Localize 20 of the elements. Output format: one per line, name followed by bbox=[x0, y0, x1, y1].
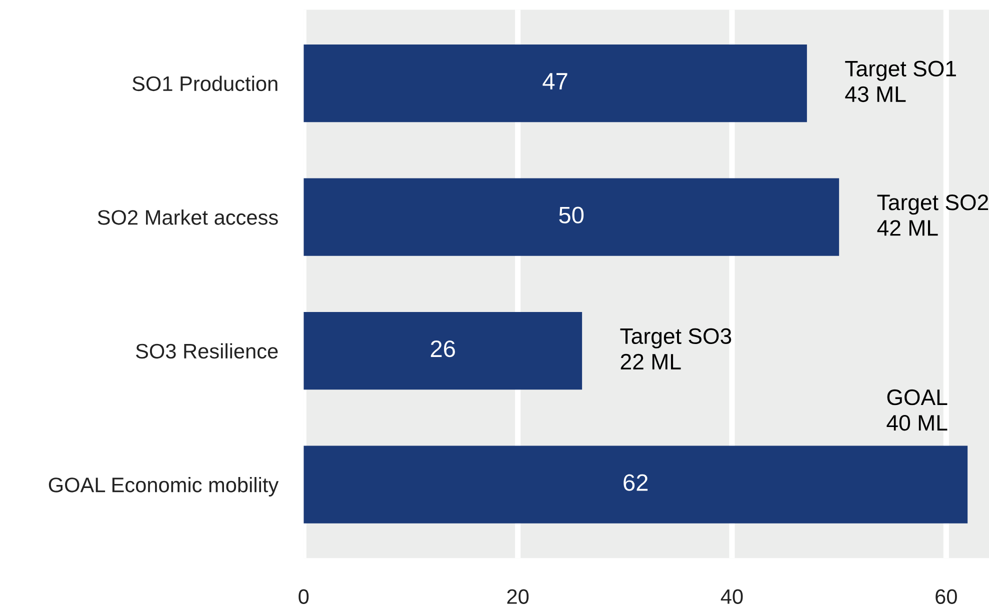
annotation: GOAL 40 ML bbox=[886, 389, 948, 431]
x-tick-label: 0 bbox=[298, 589, 309, 604]
bar bbox=[304, 44, 807, 122]
bar bbox=[304, 446, 968, 524]
x-tick-label: 20 bbox=[507, 589, 529, 604]
annotation: Target SO2 42 ML bbox=[877, 194, 988, 236]
x-tick-label: 60 bbox=[936, 589, 957, 604]
bar bbox=[304, 178, 840, 256]
data-label: 26 bbox=[430, 340, 455, 358]
annotation: Target SO3 22 ML bbox=[620, 328, 732, 370]
x-tick-label: 40 bbox=[720, 589, 743, 604]
data-label: 50 bbox=[559, 206, 584, 224]
bar bbox=[304, 312, 582, 390]
data-label: 47 bbox=[542, 73, 568, 90]
y-tick-label: SO1 Production bbox=[132, 76, 278, 92]
annotation: Target SO1 43 ML bbox=[845, 60, 956, 102]
y-tick-label: GOAL Economic mobility bbox=[48, 477, 279, 496]
y-tick-label: SO2 Market access bbox=[98, 210, 278, 225]
y-tick-label: SO3 Resilience bbox=[136, 343, 278, 359]
data-label: 62 bbox=[624, 474, 648, 491]
